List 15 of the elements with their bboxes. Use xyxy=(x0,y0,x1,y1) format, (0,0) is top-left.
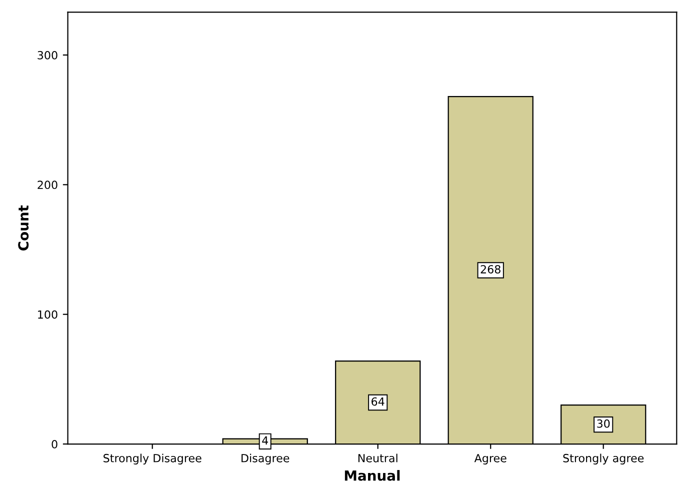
x-tick-label: Strongly agree xyxy=(563,454,644,464)
data-label: 268 xyxy=(480,265,500,274)
x-axis-title: Manual xyxy=(344,470,400,481)
data-label: 30 xyxy=(597,419,610,428)
y-tick-label: 100 xyxy=(38,310,58,319)
data-label: 64 xyxy=(372,397,384,406)
y-tick-label: 300 xyxy=(38,50,58,60)
x-tick-label: Strongly Disagree xyxy=(104,454,202,464)
y-tick-label: 0 xyxy=(52,440,58,448)
data-label: 4 xyxy=(262,436,268,444)
x-tick-label: Agree xyxy=(474,454,506,464)
y-axis-title: Count xyxy=(18,205,29,250)
x-tick-label: Neutral xyxy=(358,454,398,462)
y-tick-label: 200 xyxy=(38,180,58,190)
x-tick-label: Disagree xyxy=(242,454,290,464)
